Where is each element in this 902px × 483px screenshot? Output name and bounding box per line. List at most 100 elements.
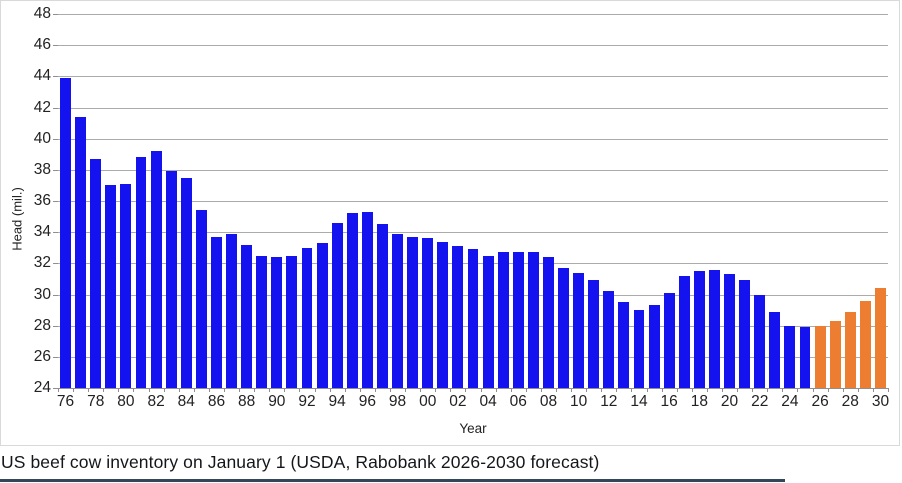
x-tick-0 (58, 388, 59, 392)
x-tick-5 (133, 388, 135, 392)
bar-21 (739, 280, 751, 388)
bar-95 (346, 213, 358, 388)
x-tick-label-22: 22 (751, 393, 769, 410)
x-tick-label-20: 20 (720, 393, 739, 410)
y-tick-label-26: 26 (33, 347, 51, 365)
y-tick-label-40: 40 (33, 129, 51, 147)
bar-24 (784, 325, 796, 388)
bar-85 (195, 210, 207, 388)
bar-29 (859, 300, 871, 388)
x-tick-53 (857, 388, 859, 392)
x-tick-label-26: 26 (811, 393, 829, 410)
x-tick-label-76: 76 (56, 393, 75, 410)
x-tick-label-84: 84 (177, 393, 195, 410)
x-tick-label-96: 96 (358, 393, 376, 410)
gridline-y-46 (58, 45, 888, 47)
x-tick-28 (480, 388, 482, 392)
bar-25 (799, 327, 811, 388)
y-tick-label-48: 48 (33, 5, 51, 22)
x-tick-55 (888, 388, 889, 392)
x-tick-11 (224, 388, 225, 392)
x-tick-27 (465, 388, 467, 392)
y-tick-36 (53, 201, 58, 202)
x-tick-label-18: 18 (690, 393, 708, 410)
y-tick-label-44: 44 (33, 67, 51, 85)
bar-79 (105, 185, 117, 388)
y-tick-44 (53, 76, 58, 78)
x-tick-29 (495, 388, 497, 392)
x-tick-label-86: 86 (207, 393, 226, 410)
bar-14 (633, 310, 645, 388)
x-tick-33 (556, 388, 557, 392)
x-tick-37 (616, 388, 618, 392)
x-tick-label-00: 00 (419, 393, 437, 410)
x-tick-31 (525, 388, 527, 392)
x-tick-13 (254, 388, 256, 392)
y-tick-26 (53, 356, 58, 358)
x-tick-17 (314, 388, 316, 392)
bar-98 (392, 233, 403, 388)
x-tick-26 (450, 388, 452, 392)
bar-94 (331, 222, 343, 388)
y-tick-label-32: 32 (33, 254, 51, 272)
y-tick-48 (53, 14, 58, 15)
gridline-y-38 (58, 169, 888, 171)
x-tick-21 (374, 388, 376, 392)
x-tick-40 (661, 388, 663, 392)
bar-90 (271, 257, 283, 388)
x-tick-35 (586, 388, 588, 392)
x-tick-label-28: 28 (841, 393, 859, 410)
x-tick-2 (88, 388, 90, 392)
bar-18 (693, 271, 705, 388)
x-tick-label-14: 14 (630, 393, 648, 410)
x-tick-10 (208, 388, 210, 392)
bar-83 (165, 171, 177, 388)
x-tick-label-06: 06 (509, 393, 527, 410)
bar-19 (709, 269, 720, 388)
bar-84 (180, 177, 192, 388)
y-tick-label-34: 34 (33, 223, 51, 241)
y-tick-42 (53, 107, 58, 109)
bar-27 (829, 321, 841, 388)
x-tick-1 (73, 388, 75, 392)
gridline-y-44 (58, 76, 888, 78)
x-tick-7 (163, 388, 165, 392)
x-tick-label-82: 82 (147, 393, 165, 410)
bar-88 (241, 244, 253, 388)
x-tick-44 (722, 388, 723, 392)
bar-22 (754, 294, 766, 388)
x-tick-24 (420, 388, 422, 392)
bar-76 (60, 77, 71, 388)
x-tick-label-16: 16 (660, 393, 678, 410)
bar-23 (769, 311, 781, 388)
y-tick-24 (53, 388, 58, 389)
caption-underline (0, 479, 785, 482)
bar-87 (226, 233, 237, 388)
bar-05 (497, 252, 509, 388)
x-tick-label-94: 94 (328, 393, 346, 410)
chart-caption: US beef cow inventory on January 1 (USDA… (1, 452, 600, 472)
x-tick-3 (103, 388, 105, 392)
x-tick-30 (510, 388, 512, 392)
bar-81 (135, 157, 147, 388)
x-tick-8 (178, 388, 180, 392)
bar-96 (361, 211, 373, 388)
y-tick-label-38: 38 (33, 160, 51, 178)
x-tick-label-24: 24 (781, 393, 799, 410)
x-tick-label-10: 10 (570, 393, 588, 410)
x-tick-46 (752, 388, 754, 392)
x-tick-label-30: 30 (871, 393, 890, 410)
x-tick-18 (329, 388, 331, 392)
x-tick-43 (706, 388, 708, 392)
x-tick-36 (601, 388, 603, 392)
bar-04 (482, 255, 494, 388)
x-tick-50 (812, 388, 814, 392)
x-tick-51 (827, 388, 829, 392)
plot-area: 76 78 80 82 84 86 88 90 92 94 96 98 00 02 04 06 08 10 12 14… (53, 14, 889, 410)
x-tick-48 (782, 388, 784, 392)
x-tick-label-78: 78 (87, 393, 105, 410)
y-tick-46 (53, 45, 58, 47)
bar-92 (301, 247, 313, 388)
x-tick-32 (540, 388, 542, 392)
x-tick-25 (435, 388, 437, 392)
